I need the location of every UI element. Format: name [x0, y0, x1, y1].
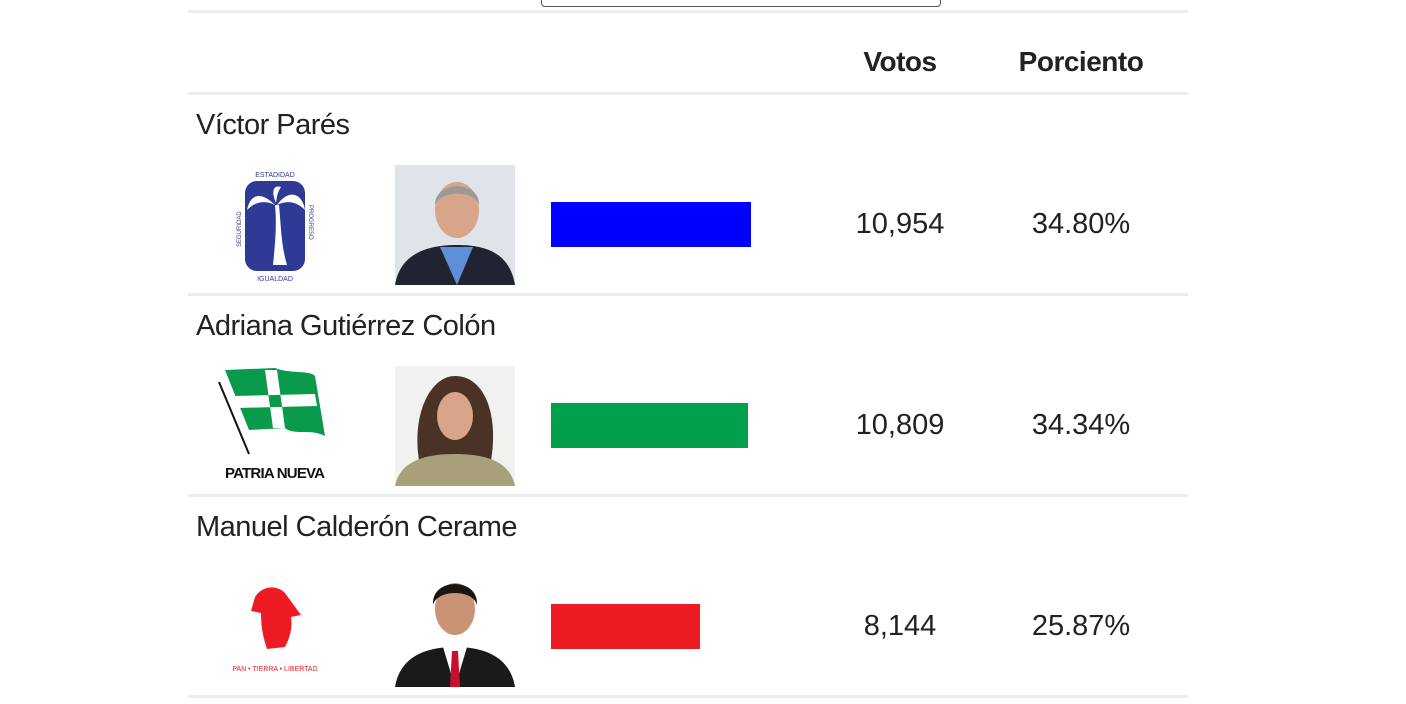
percent-value: 25.87% [1031, 610, 1131, 642]
jibaro-logo: PAN • TIERRA • LIBERTAD [232, 587, 318, 673]
candidate-photo [395, 165, 515, 285]
votes-bar [551, 403, 749, 448]
candidate-name: Adriana Gutiérrez Colón [196, 310, 496, 342]
svg-text:PAN • TIERRA • LIBERTAD: PAN • TIERRA • LIBERTAD [232, 666, 317, 673]
votes-value: 8,144 [863, 610, 937, 642]
votes-value: 10,954 [855, 208, 945, 240]
flag-logo: PATRIA NUEVA [218, 368, 325, 482]
table-row: Víctor Parés ESTADIDAD IGUALDAD SEGURIDA… [188, 95, 1188, 296]
percent-header: Porciento [1018, 46, 1144, 77]
svg-text:PATRIA NUEVA: PATRIA NUEVA [225, 465, 325, 482]
palm-tree-logo: ESTADIDAD IGUALDAD SEGURIDAD PROGRESO [237, 172, 313, 283]
candidate-photo [395, 366, 515, 486]
table-row: Adriana Gutiérrez Colón PATRIA NUEVA 10,… [188, 296, 1188, 497]
svg-text:IGUALDAD: IGUALDAD [257, 276, 293, 283]
search-input[interactable] [541, 0, 941, 7]
votes-bar [551, 202, 751, 247]
table-row: Manuel Calderón Cerame PAN • TIERRA • LI… [188, 497, 1188, 698]
percent-value: 34.80% [1031, 208, 1131, 240]
votes-value: 10,809 [855, 409, 945, 441]
candidate-photo [395, 567, 515, 687]
logo-text: ESTADIDAD [255, 172, 295, 179]
percent-value: 34.34% [1031, 409, 1131, 441]
votes-header: Votos [863, 46, 937, 77]
results-table: Votos Porciento Víctor Parés ESTADIDAD I… [188, 10, 1188, 698]
table-header: Votos Porciento [188, 13, 1188, 95]
candidate-name: Manuel Calderón Cerame [196, 511, 518, 543]
candidate-name: Víctor Parés [196, 109, 350, 141]
svg-text:SEGURIDAD: SEGURIDAD [237, 211, 243, 247]
svg-text:PROGRESO: PROGRESO [307, 205, 313, 240]
votes-bar [551, 604, 700, 649]
